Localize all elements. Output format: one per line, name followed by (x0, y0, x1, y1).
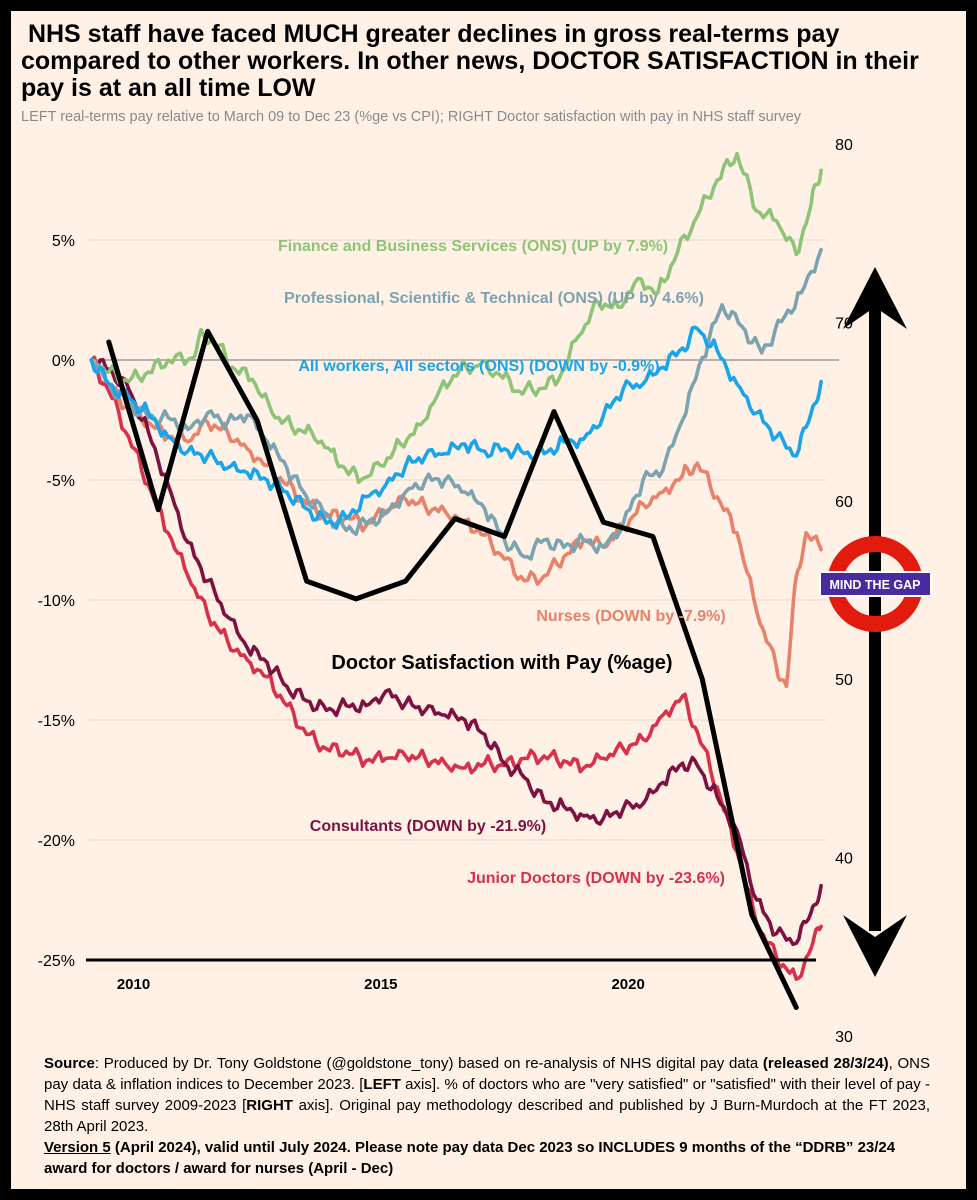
series-label-junior: Junior Doctors (DOWN by -23.6%) (467, 870, 725, 887)
source-right: RIGHT (246, 1097, 293, 1114)
gap-arrow-head-up-icon (843, 267, 907, 329)
series-label-satisfaction: Doctor Satisfaction with Pay (%age) (331, 652, 672, 674)
source-left: LEFT (363, 1076, 401, 1093)
source-text-4: axis]. Original pay methodology describe… (44, 1097, 930, 1135)
chart-subtitle: LEFT real-terms pay relative to March 09… (21, 109, 802, 125)
series-line-professional (89, 247, 823, 561)
series-line-satisfaction (106, 328, 799, 1010)
source-note: Source: Produced by Dr. Tony Goldstone (… (44, 1053, 930, 1137)
source-text-2: , ONS pay data & inflation indices to De… (44, 1055, 930, 1093)
source-text-3: axis]. % of doctors who are "very satisf… (44, 1076, 930, 1114)
source-text-1: : Produced by Dr. Tony Goldstone (@golds… (94, 1055, 763, 1072)
left-axis-tick-label: -20% (38, 833, 75, 850)
right-axis-tick-label: 50 (835, 672, 853, 689)
x-axis-tick-label: 2015 (364, 976, 397, 993)
source-label: Source (44, 1055, 95, 1072)
series-line-junior (89, 355, 823, 981)
x-axis-tick-label: 2020 (611, 976, 644, 993)
source-released: (released 28/3/24) (762, 1055, 889, 1072)
chart-title: NHS staff have faced MUCH greater declin… (21, 20, 926, 102)
right-axis-tick-label: 60 (835, 494, 853, 511)
roundel-text: MIND THE GAP (830, 578, 921, 592)
series-labels: Finance and Business Services (ONS) (UP … (278, 238, 726, 887)
series-label-nurses: Nurses (DOWN by -7.9%) (536, 608, 725, 625)
series-line-all_workers (89, 325, 823, 530)
chart-frame: NHS staff have faced MUCH greater declin… (11, 11, 966, 1189)
series-label-consultants: Consultants (DOWN by -21.9%) (310, 818, 546, 835)
left-axis-tick-label: -25% (38, 953, 75, 970)
left-axis-tick-label: -5% (47, 473, 75, 490)
right-axis-tick-label: 40 (835, 851, 853, 868)
version-text: (April 2024), valid until July 2024. Ple… (44, 1139, 896, 1177)
series-label-finance: Finance and Business Services (ONS) (UP … (278, 238, 668, 255)
series-line-consultants (89, 357, 823, 947)
left-axis-tick-label: -15% (38, 713, 75, 730)
x-axis-tick-label: 2010 (117, 976, 150, 993)
left-axis-tick-label: 0% (52, 353, 75, 370)
series-line-nurses (89, 355, 823, 689)
mind-the-gap-roundel: MIND THE GAP (819, 536, 932, 632)
left-axis-tick-label: -10% (38, 593, 75, 610)
version-label: Version 5 (44, 1139, 111, 1156)
right-axis-tick-label: 80 (835, 137, 853, 154)
series-label-all_workers: All workers, All sectors (ONS) (DOWN by … (298, 358, 659, 375)
right-axis-tick-label: 30 (835, 1029, 853, 1046)
gap-arrow-head-down-icon (843, 915, 907, 977)
series-label-professional: Professional, Scientific & Technical (ON… (284, 290, 704, 307)
version-note: Version 5 (April 2024), valid until July… (44, 1137, 930, 1179)
series-lines (89, 151, 823, 1010)
series-line-finance (89, 151, 823, 485)
left-axis-tick-label: 5% (52, 233, 75, 250)
roundel-bar (819, 571, 932, 597)
